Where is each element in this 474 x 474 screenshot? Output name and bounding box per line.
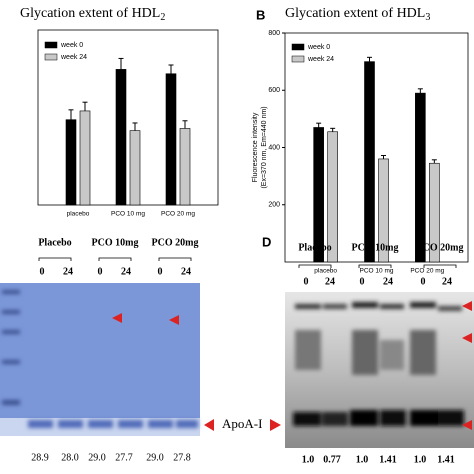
lane-label: 24: [181, 266, 191, 277]
bar: [378, 158, 389, 263]
legend-swatch: [291, 55, 305, 63]
lane-label: 24: [63, 266, 73, 277]
x-tick-label: PCO 10 mg: [111, 211, 145, 218]
legend-swatch: [44, 41, 58, 49]
y-tick-label: 200: [268, 202, 280, 209]
lane-label: 24: [121, 266, 131, 277]
lane-value: 1.41: [379, 454, 397, 465]
lane-value: 1.41: [437, 454, 455, 465]
arrow: [112, 313, 122, 323]
legend-label: week 24: [307, 56, 334, 63]
lane-label: 0: [98, 266, 103, 277]
bar: [429, 162, 440, 263]
chart-title: Glycation extent of HDL3: [285, 6, 430, 23]
lane-label: 24: [442, 276, 452, 287]
arrow: [462, 420, 472, 430]
arrow: [169, 315, 179, 325]
legend-label: week 24: [60, 54, 87, 61]
title-subscript: 2: [160, 12, 165, 23]
bracket: [358, 264, 392, 268]
bar: [115, 69, 127, 206]
bracket: [423, 264, 457, 268]
bracket: [158, 257, 192, 261]
plot-frame: [284, 32, 469, 263]
bar: [313, 127, 324, 263]
legend-swatch: [291, 43, 305, 51]
lane-value: 1.0: [356, 454, 369, 465]
legend-label: week 0: [307, 44, 330, 51]
title-text: Glycation extent of HDL: [20, 6, 160, 21]
lane-value: 1.0: [302, 454, 315, 465]
gel-bands: [293, 302, 464, 426]
legend-label: week 0: [60, 42, 83, 49]
bar: [364, 61, 375, 263]
plot-frame: [37, 29, 219, 206]
chart-title: Glycation extent of HDL2: [20, 6, 165, 23]
arrow: [462, 301, 472, 311]
arrow: [270, 419, 281, 431]
lane-label: 0: [158, 266, 163, 277]
panel-label: B: [256, 7, 265, 22]
lane-label: 24: [325, 276, 335, 287]
lane-label: 0: [40, 266, 45, 277]
y-tick-label: 600: [268, 87, 280, 94]
bar: [415, 92, 426, 263]
y-tick-label: 400: [268, 144, 280, 151]
bracket: [298, 264, 332, 268]
arrow: [462, 333, 472, 343]
title-text: Glycation extent of HDL: [285, 6, 425, 21]
bar: [79, 110, 91, 206]
arrow: [204, 419, 214, 431]
lane-value: 1.0: [414, 454, 427, 465]
y-tick-label: 800: [268, 30, 280, 37]
bar: [327, 131, 338, 263]
lane-value: 27.7: [115, 452, 133, 463]
group-label: PCO 20mg: [152, 237, 199, 248]
lane-value: 27.8: [173, 452, 191, 463]
panel-label: D: [262, 234, 271, 249]
bracket: [38, 257, 72, 261]
lane-label: 24: [383, 276, 393, 287]
group-label: PCO 10mg: [352, 242, 399, 253]
bar: [65, 119, 77, 206]
x-tick-label: placebo: [67, 211, 90, 218]
y-axis-label: (Ex=370 nm, Em=440 nm): [261, 106, 268, 188]
lane-value: 28.0: [61, 452, 79, 463]
y-axis-label: Fluorescence intensity: [252, 112, 259, 182]
group-label: PCO 20mg: [417, 242, 464, 253]
x-tick-label: PCO 20 mg: [410, 268, 444, 275]
x-tick-label: PCO 10 mg: [360, 268, 394, 275]
legend-swatch: [44, 53, 58, 61]
lane-value: 0.77: [323, 454, 341, 465]
lane-value: 28.9: [31, 452, 49, 463]
lane-label: 0: [421, 276, 426, 287]
bar: [165, 73, 177, 206]
lane-label: 0: [304, 276, 309, 287]
band-label: ApoA-I: [222, 416, 262, 431]
x-tick-label: PCO 20 mg: [161, 211, 195, 218]
gel-bands: [2, 290, 198, 428]
lane-label: 0: [360, 276, 365, 287]
group-label: Placebo: [38, 237, 71, 248]
bracket: [98, 257, 132, 261]
title-subscript: 3: [425, 12, 430, 23]
group-label: Placebo: [298, 242, 331, 253]
lane-value: 29.0: [146, 452, 164, 463]
bar: [179, 128, 191, 206]
lane-value: 29.0: [88, 452, 106, 463]
group-label: PCO 10mg: [92, 237, 139, 248]
x-tick-label: placebo: [314, 268, 337, 275]
gel-image: [0, 283, 200, 418]
bar: [129, 130, 141, 206]
